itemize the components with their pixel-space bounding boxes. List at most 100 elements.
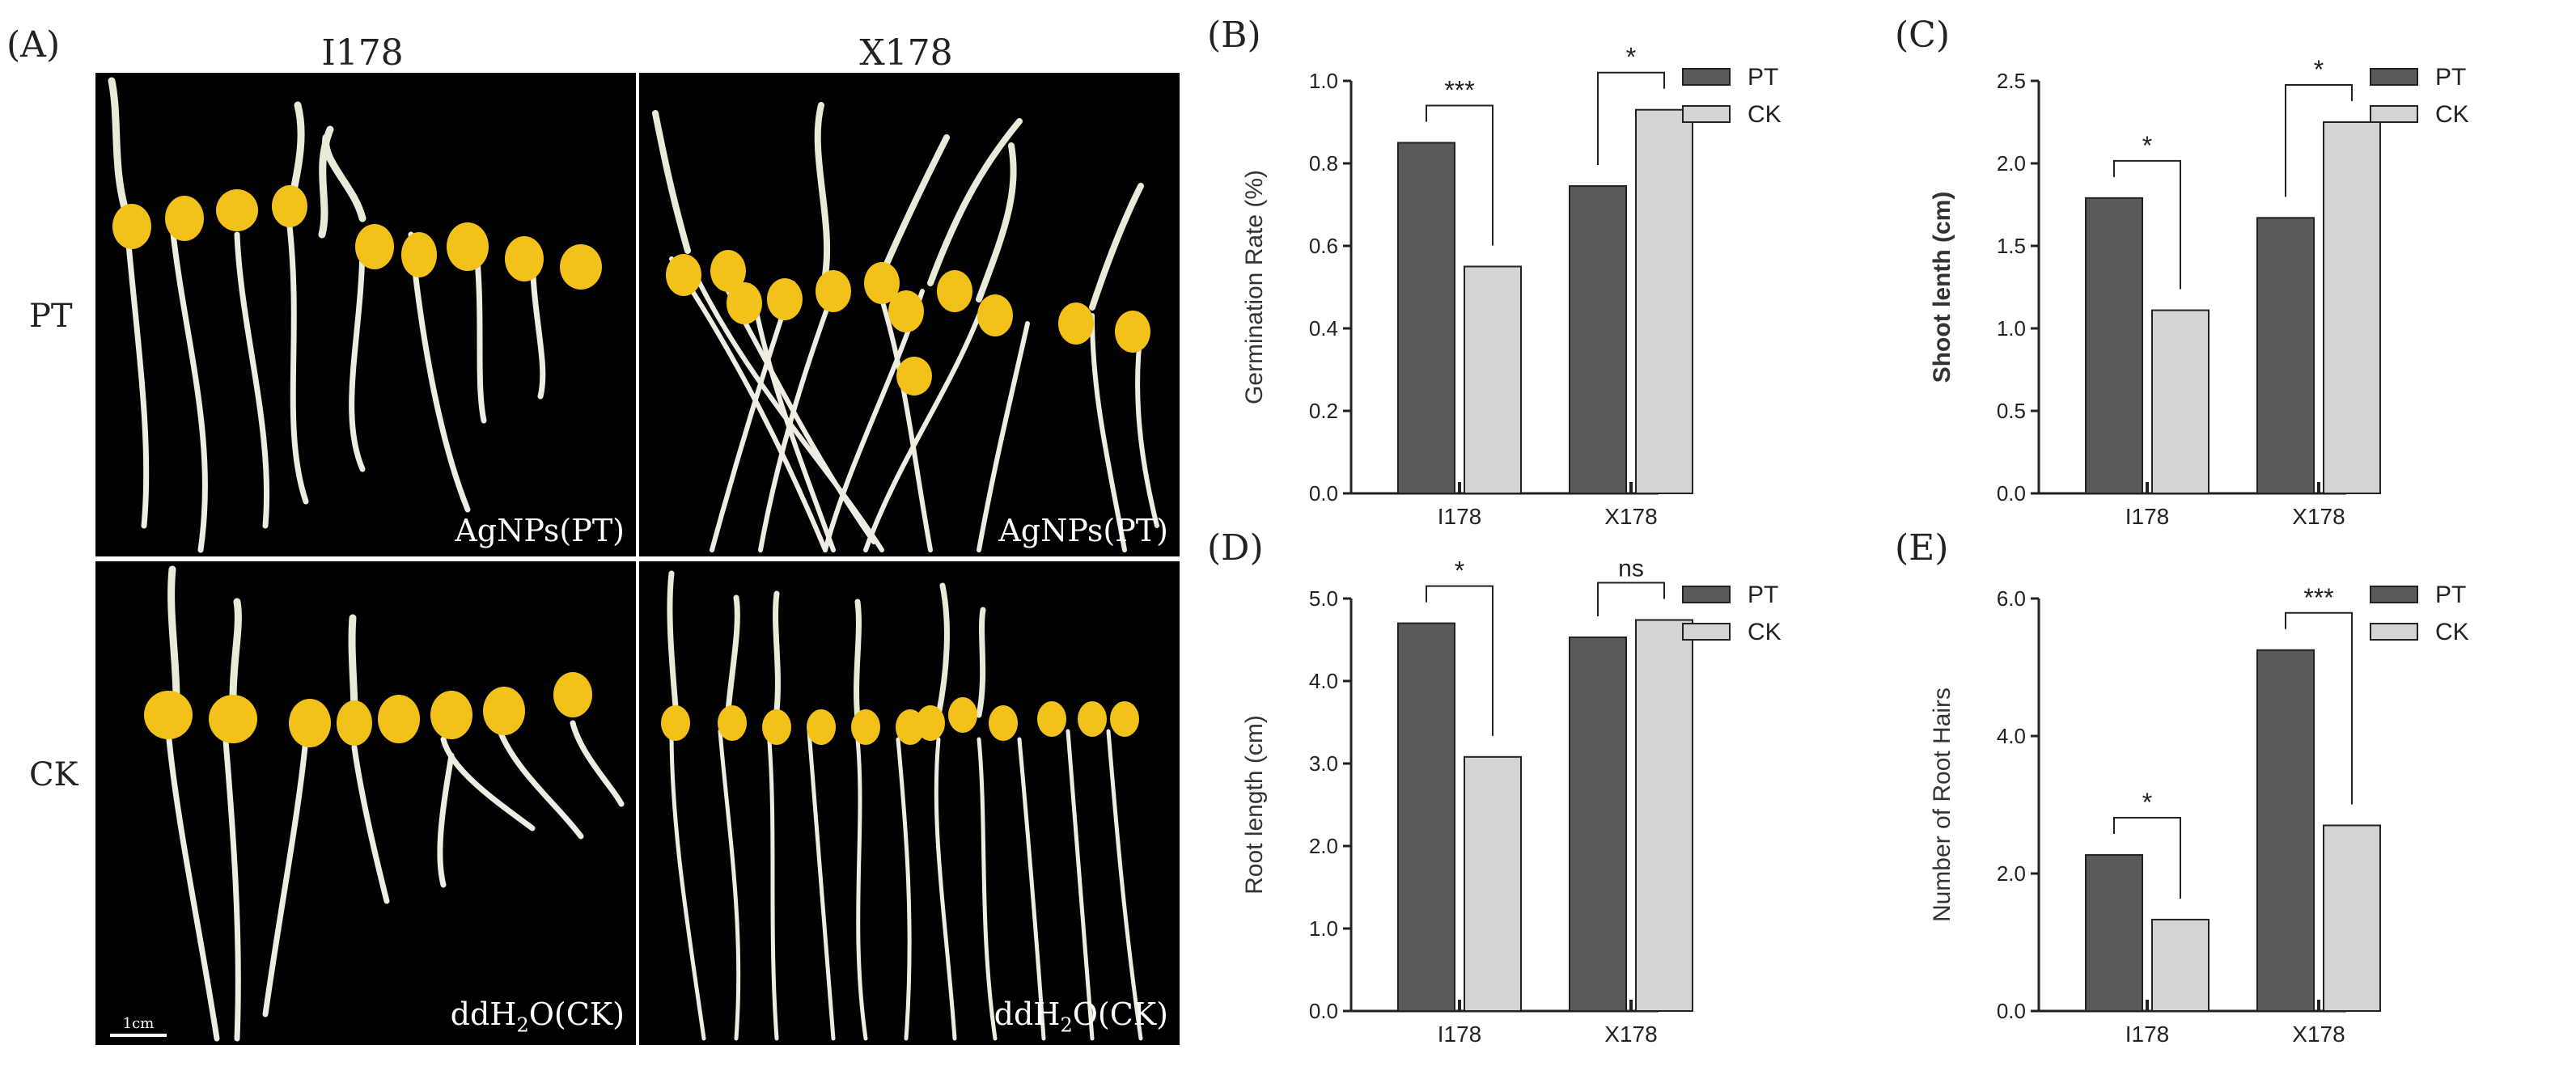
photo-caption-ck-sub: 2 (1060, 1014, 1073, 1037)
panel-label-d: (D) (1207, 527, 1264, 569)
panel-label-e: (E) (1895, 527, 1949, 569)
x-tick-label: X178 (1604, 1022, 1657, 1047)
significance-label: ns (1618, 556, 1644, 582)
y-tick-label: 0.2 (1309, 399, 1338, 423)
legend-swatch-ck (1682, 105, 1731, 123)
photo-caption-pt-i178: AgNPs(PT) (455, 513, 625, 548)
bar-ck-i178 (1464, 265, 1522, 494)
photo-caption-ck-prefix: ddH (994, 996, 1061, 1033)
significance-bracket (1597, 71, 1665, 166)
legend-swatch-ck (1682, 623, 1731, 641)
bar-ck-i178 (2151, 918, 2210, 1013)
y-tick-label: 2.5 (1997, 69, 2026, 93)
significance-bracket (2285, 84, 2353, 197)
legend-swatch-pt (2370, 586, 2418, 603)
photo-x178-pt: AgNPs(PT) (639, 73, 1180, 556)
legend-label-ck: CK (1748, 619, 1782, 645)
y-axis-title: Root length (cm) (1241, 715, 1268, 895)
y-tick-label: 1.0 (1309, 69, 1338, 93)
legend-swatch-pt (2370, 68, 2418, 86)
bar-pt-i178 (2085, 197, 2143, 494)
y-tick-label: 0.8 (1309, 151, 1338, 176)
bar-pt-i178 (2085, 854, 2143, 1012)
y-tick-label: 4.0 (1309, 669, 1338, 693)
photo-caption-ck-suffix: O(CK) (1072, 996, 1168, 1033)
chart-germination-rate: 0.0 0.2 0.4 0.6 0.8 1.0 Germination Rate (%) I1… (1241, 43, 1782, 529)
significance-bracket (1426, 585, 1493, 736)
scale-bar: 1cm (110, 1015, 167, 1037)
photo-caption-ck-prefix: ddH (450, 996, 517, 1033)
photo-caption-pt-x178: AgNPs(PT) (998, 513, 1168, 548)
chart-root-hairs: 0.0 2.0 4.0 6.0 Number of Root Hairs I178 * X17… (1929, 582, 2469, 1047)
y-tick-label: 5.0 (1309, 586, 1338, 611)
legend-swatch-ck (2370, 105, 2418, 123)
significance-label: * (1626, 43, 1636, 72)
photo-row-label-pt: PT (29, 298, 73, 335)
y-tick-label: 1.0 (1997, 316, 2026, 341)
significance-label: * (2314, 55, 2324, 84)
legend-swatch-ck (2370, 623, 2418, 641)
panel-label-a: (A) (6, 24, 61, 66)
bar-ck-x178 (1635, 619, 1693, 1013)
legend-label-pt: PT (2435, 64, 2466, 91)
legend-label-pt: PT (1748, 582, 1778, 608)
x-tick-label: I178 (1438, 504, 1482, 529)
photo-x178-ck: ddH2O(CK) (639, 561, 1180, 1045)
y-axis-title: Shoot lenth (cm) (1929, 192, 1955, 383)
photo-i178-ck: 1cm ddH2O(CK) (95, 561, 636, 1045)
significance-label: * (2142, 131, 2152, 160)
scale-bar-label: 1cm (122, 1015, 155, 1032)
seedling-illustration (144, 565, 625, 1042)
bar-pt-x178 (1569, 185, 1627, 495)
photo-i178-pt: AgNPs(PT) (95, 73, 636, 556)
bar-pt-i178 (1397, 142, 1455, 494)
y-axis-title: Number of Root Hairs (1929, 687, 1955, 922)
bar-ck-i178 (2151, 309, 2210, 494)
significance-bracket (1597, 582, 1665, 616)
seedling-illustration (652, 102, 1159, 552)
significance-label: * (2142, 788, 2152, 817)
photo-caption-ck-x178: ddH2O(CK) (994, 996, 1168, 1037)
y-tick-label: 2.0 (1997, 861, 2026, 886)
y-tick-label: 0.0 (1309, 999, 1338, 1023)
y-tick-label: 2.0 (1997, 151, 2026, 176)
significance-label: *** (2303, 583, 2333, 612)
y-tick-label: 1.5 (1997, 234, 2026, 258)
bar-pt-x178 (1569, 636, 1627, 1012)
y-tick-label: 2.0 (1309, 834, 1338, 858)
photo-row-label-ck: CK (29, 756, 78, 793)
y-tick-label: 1.0 (1309, 916, 1338, 941)
seedling-illustration (108, 77, 602, 553)
significance-bracket (2285, 611, 2353, 805)
significance-label: *** (1444, 76, 1474, 105)
photo-caption-ck-suffix: O(CK) (528, 996, 625, 1033)
y-tick-label: 0.4 (1309, 316, 1338, 341)
photo-col-label-i178: I178 (321, 32, 404, 74)
panel-label-b: (B) (1207, 15, 1261, 56)
photo-caption-ck-i178: ddH2O(CK) (451, 996, 625, 1037)
significance-bracket (2113, 817, 2181, 899)
photo-caption-ck-sub: 2 (516, 1014, 529, 1037)
photo-col-label-x178: X178 (859, 32, 953, 74)
legend-label-pt: PT (1748, 64, 1778, 91)
y-tick-label: 4.0 (1997, 724, 2026, 748)
y-tick-label: 0.0 (1997, 481, 2026, 506)
chart-shoot-length: 0.0 0.5 1.0 1.5 2.0 2.5 Shoot lenth (cm) I178 * X… (1929, 55, 2469, 529)
bar-ck-x178 (2323, 121, 2381, 494)
y-axis-title: Germination Rate (%) (1241, 170, 1268, 404)
legend-label-pt: PT (2435, 582, 2466, 608)
x-tick-label: X178 (2292, 504, 2345, 529)
x-tick-label: I178 (2125, 1022, 2170, 1047)
x-tick-label: I178 (2125, 504, 2170, 529)
x-tick-label: X178 (2292, 1022, 2345, 1047)
y-tick-label: 6.0 (1997, 586, 2026, 611)
legend-swatch-pt (1682, 68, 1731, 86)
seedling-illustration (661, 570, 1143, 1041)
bar-ck-x178 (1635, 108, 1693, 494)
chart-root-length: 0.0 1.0 2.0 3.0 4.0 5.0 Root length (cm) I178 * X… (1241, 556, 1782, 1047)
y-tick-label: 0.0 (1997, 999, 2026, 1023)
x-tick-label: I178 (1438, 1022, 1482, 1047)
y-tick-label: 3.0 (1309, 751, 1338, 776)
bar-pt-x178 (2256, 649, 2315, 1012)
legend-label-ck: CK (1748, 101, 1782, 128)
